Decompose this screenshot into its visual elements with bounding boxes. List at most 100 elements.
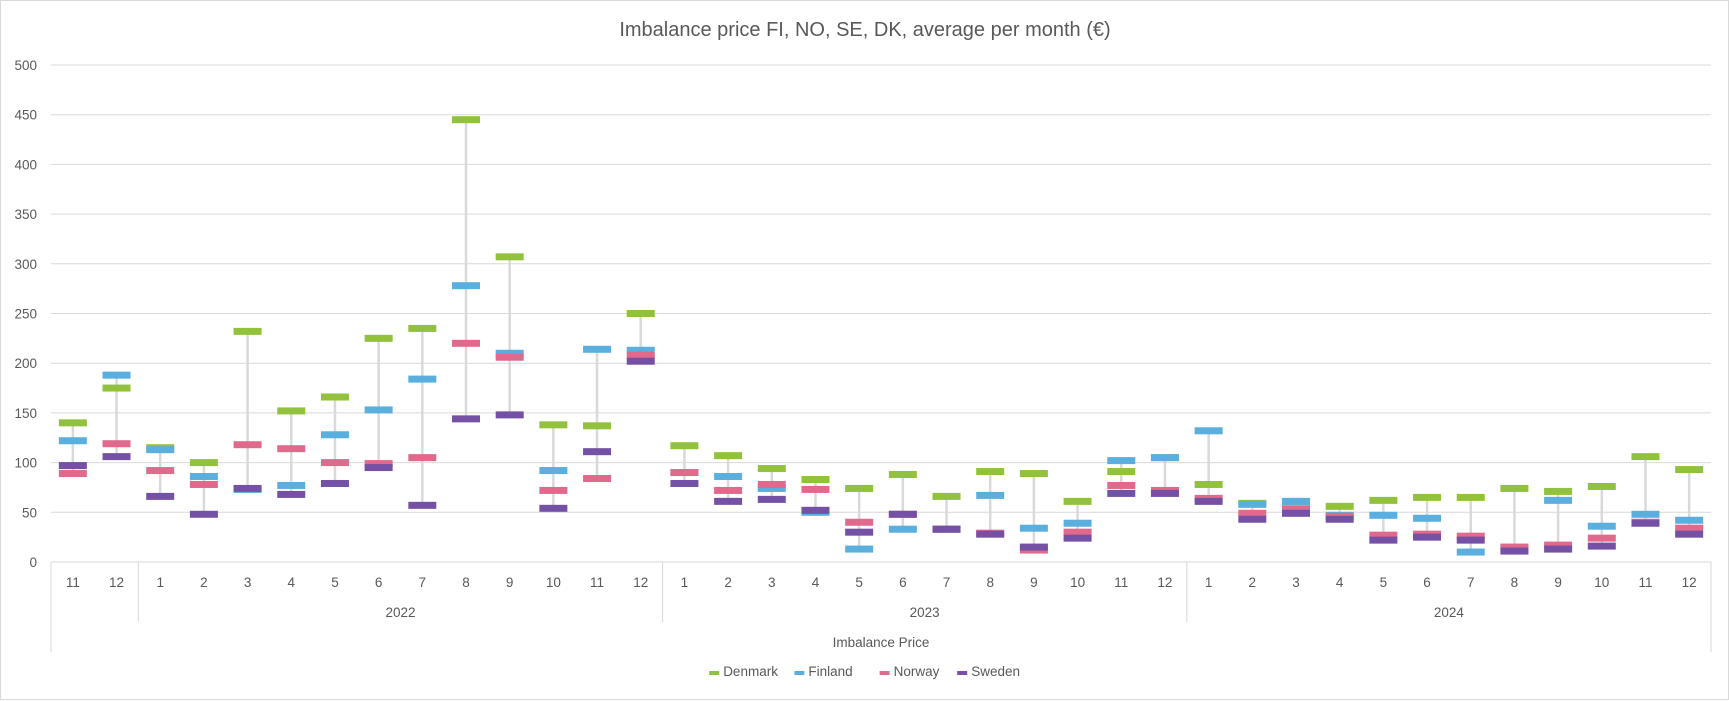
norway-marker (670, 469, 699, 477)
sweden-marker (452, 415, 480, 423)
finland-marker (1413, 514, 1442, 522)
x-tick-label: 5 (331, 575, 339, 590)
denmark-legend-swatch (709, 671, 720, 675)
finland-marker (1194, 427, 1223, 435)
sweden-marker (1631, 519, 1660, 527)
y-tick-label: 500 (14, 58, 37, 73)
sweden-marker (976, 530, 1005, 538)
denmark-marker (233, 327, 262, 335)
norway-marker (1282, 505, 1310, 513)
finland-marker (976, 491, 1005, 499)
sweden-marker (320, 479, 349, 487)
finland-marker (495, 349, 524, 357)
finland-marker (102, 371, 131, 379)
denmark-marker (1019, 470, 1048, 478)
norway-marker (320, 459, 349, 467)
sweden-marker (189, 510, 218, 518)
sweden-marker (714, 497, 743, 505)
y-tick-label: 50 (22, 505, 37, 520)
chart-title: Imbalance price FI, NO, SE, DK, average … (619, 19, 1110, 41)
finland-marker (1107, 457, 1136, 465)
finland-marker (1456, 548, 1485, 556)
x-tick-label: 9 (1554, 575, 1562, 590)
finland-marker (757, 484, 786, 492)
finland-marker (1238, 500, 1267, 508)
sweden-marker (1238, 515, 1267, 523)
norway-marker (1500, 543, 1529, 551)
norway-marker (1456, 532, 1485, 540)
sweden-legend-swatch (957, 671, 968, 675)
norway-marker (626, 351, 655, 359)
x-tick-label: 11 (66, 575, 80, 590)
norway-marker (1587, 534, 1616, 542)
norway-marker (408, 454, 437, 462)
x-tick-label: 6 (899, 575, 907, 590)
norway-marker (495, 353, 524, 361)
sweden-marker (1587, 542, 1616, 550)
denmark-marker (714, 452, 743, 460)
denmark-marker (1544, 487, 1573, 495)
y-tick-label: 100 (14, 456, 37, 471)
sweden-marker (670, 479, 699, 487)
x-tick-label: 5 (855, 575, 863, 590)
norway-marker (1238, 509, 1267, 517)
finland-marker (583, 345, 612, 353)
x-tick-label: 10 (1070, 575, 1085, 590)
finland-marker (1675, 516, 1704, 524)
denmark-marker (1107, 468, 1136, 476)
sweden-marker (1325, 515, 1354, 523)
sweden-marker (583, 448, 612, 456)
x-tick-label: 11 (1638, 575, 1652, 590)
x-tick-label: 10 (1594, 575, 1609, 590)
denmark-marker (452, 116, 480, 124)
y-tick-label: 400 (14, 157, 37, 172)
denmark-marker (801, 475, 830, 483)
x-tick-label: 1 (681, 575, 689, 590)
norway-marker (364, 460, 393, 468)
x-group-label: 2024 (1434, 605, 1465, 620)
denmark-marker (757, 465, 786, 473)
norway-marker (146, 467, 175, 475)
sweden-marker (801, 506, 830, 514)
finland-marker (1282, 497, 1310, 505)
norway-legend-swatch (879, 671, 890, 675)
denmark-marker (408, 324, 437, 332)
denmark-marker (976, 468, 1005, 476)
denmark-marker (1325, 502, 1354, 510)
norway-marker (452, 339, 480, 347)
sweden-marker (1282, 509, 1310, 517)
y-tick-label: 150 (14, 406, 37, 421)
finland-marker (1631, 510, 1660, 518)
x-tick-label: 12 (633, 575, 648, 590)
sweden-marker (757, 495, 786, 503)
sweden-marker (1500, 547, 1529, 555)
x-tick-label: 4 (288, 575, 296, 590)
norway-marker (189, 480, 218, 488)
finland-marker (845, 545, 874, 553)
denmark-marker (189, 459, 218, 467)
x-axis-title: Imbalance Price (833, 635, 930, 650)
denmark-marker (1675, 466, 1704, 474)
y-tick-label: 200 (14, 356, 37, 371)
x-tick-label: 3 (768, 575, 776, 590)
finland-marker (714, 473, 743, 481)
finland-legend-label: Finland (808, 664, 852, 679)
denmark-marker (1587, 482, 1616, 490)
norway-marker (845, 518, 874, 526)
denmark-marker (932, 492, 961, 500)
sweden-marker (1019, 543, 1048, 551)
norway-marker (801, 485, 830, 493)
x-tick-label: 12 (109, 575, 124, 590)
denmark-marker (670, 442, 699, 450)
norway-marker (714, 486, 743, 494)
x-tick-label: 2 (200, 575, 208, 590)
finland-marker (1063, 519, 1092, 527)
finland-marker (1019, 524, 1048, 532)
y-tick-label: 350 (14, 207, 37, 222)
denmark-marker (583, 422, 612, 430)
sweden-marker (1194, 497, 1223, 505)
x-tick-label: 9 (1030, 575, 1038, 590)
norway-marker (1107, 481, 1136, 489)
sweden-marker (146, 492, 175, 500)
x-tick-label: 7 (943, 575, 951, 590)
